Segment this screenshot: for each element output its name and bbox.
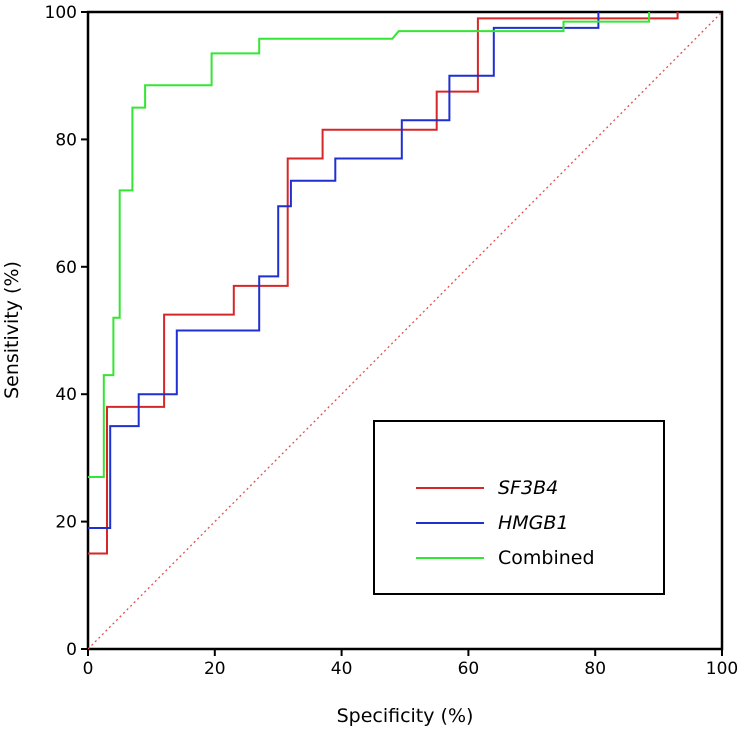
y-axis-label: Sensitivity (%) [1, 261, 23, 399]
y-tick-label: 100 [45, 3, 77, 23]
y-tick-label: 80 [55, 130, 77, 150]
x-tick-label: 0 [83, 659, 94, 679]
x-axis-ticks: 0 20 40 60 80 100 [83, 649, 738, 679]
legend-label-sf3b4: SF3B4 [498, 477, 558, 499]
y-tick-label: 60 [55, 258, 77, 278]
x-tick-label: 20 [204, 659, 226, 679]
y-tick-label: 40 [55, 385, 77, 405]
series-line-hmgb1 [88, 12, 600, 529]
x-axis-label: Specificity (%) [337, 705, 474, 727]
legend: SF3B4 HMGB1 Combined [373, 420, 665, 595]
y-axis-ticks: 0 20 40 60 80 100 [45, 3, 88, 660]
y-tick-label: 0 [66, 640, 77, 660]
series-line-sf3b4 [88, 12, 679, 555]
plot-frame [86, 10, 724, 651]
legend-label-combined: Combined [498, 547, 595, 569]
x-tick-label: 80 [584, 659, 606, 679]
legend-box [373, 420, 665, 595]
series-line-combined [88, 12, 651, 478]
legend-label-hmgb1: HMGB1 [498, 512, 569, 534]
x-tick-label: 40 [331, 659, 353, 679]
y-tick-label: 20 [55, 513, 77, 533]
series-group [88, 12, 679, 555]
x-tick-label: 60 [458, 659, 480, 679]
x-tick-label: 100 [706, 659, 738, 679]
